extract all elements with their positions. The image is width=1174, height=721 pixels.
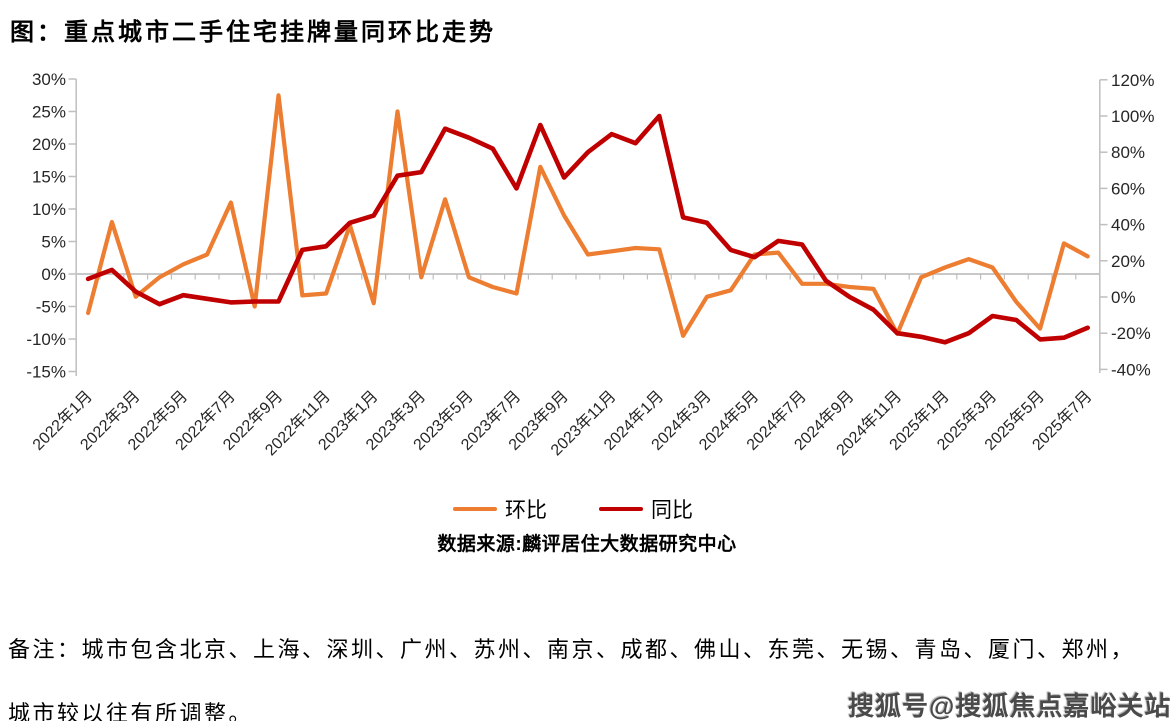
legend-label-mom: 环比 bbox=[505, 499, 547, 522]
footnote: 备注：城市包含北京、上海、深圳、广州、苏州、南京、成都、佛山、东莞、无锡、青岛、… bbox=[8, 618, 1168, 721]
footnote-line-2: 城市较以往有所调整。 bbox=[8, 701, 254, 721]
svg-text:100%: 100% bbox=[1111, 107, 1154, 126]
svg-text:80%: 80% bbox=[1111, 143, 1145, 162]
svg-text:10%: 10% bbox=[32, 200, 66, 219]
footnote-line-1: 备注：城市包含北京、上海、深圳、广州、苏州、南京、成都、佛山、东莞、无锡、青岛、… bbox=[8, 637, 1136, 662]
svg-text:-5%: -5% bbox=[36, 298, 66, 317]
svg-text:30%: 30% bbox=[32, 70, 66, 89]
chart-title: 图：重点城市二手住宅挂牌量同环比走势 bbox=[10, 19, 496, 46]
svg-text:20%: 20% bbox=[32, 135, 66, 154]
svg-text:0%: 0% bbox=[1111, 288, 1136, 307]
svg-text:25%: 25% bbox=[32, 103, 66, 122]
svg-text:0%: 0% bbox=[41, 265, 66, 284]
svg-text:40%: 40% bbox=[1111, 216, 1145, 235]
mom-line-swatch bbox=[453, 507, 497, 511]
svg-text:20%: 20% bbox=[1111, 252, 1145, 271]
legend-item-yoy: 同比 bbox=[599, 494, 693, 524]
svg-text:-20%: -20% bbox=[1111, 324, 1151, 343]
svg-text:-40%: -40% bbox=[1111, 360, 1151, 379]
listing-volume-line-chart: 30% 25% 20% 15% 10% 5% 0% -5% -10% -15% 120% 100% 80… bbox=[26, 70, 1154, 459]
data-source-line: 数据来源:麟评居住大数据研究中心 bbox=[437, 534, 737, 555]
yoy-line-swatch bbox=[599, 507, 643, 511]
svg-text:-15%: -15% bbox=[26, 363, 66, 382]
legend-label-yoy: 同比 bbox=[651, 499, 693, 522]
svg-text:120%: 120% bbox=[1111, 71, 1154, 90]
svg-text:60%: 60% bbox=[1111, 179, 1145, 198]
chart-legend: 环比 同比 bbox=[0, 494, 1160, 524]
svg-text:-10%: -10% bbox=[26, 330, 66, 349]
svg-text:5%: 5% bbox=[41, 233, 66, 252]
watermark: 搜狐号@搜狐焦点嘉峪关站 bbox=[848, 691, 1172, 721]
svg-text:15%: 15% bbox=[32, 168, 66, 187]
legend-item-mom: 环比 bbox=[453, 494, 547, 524]
